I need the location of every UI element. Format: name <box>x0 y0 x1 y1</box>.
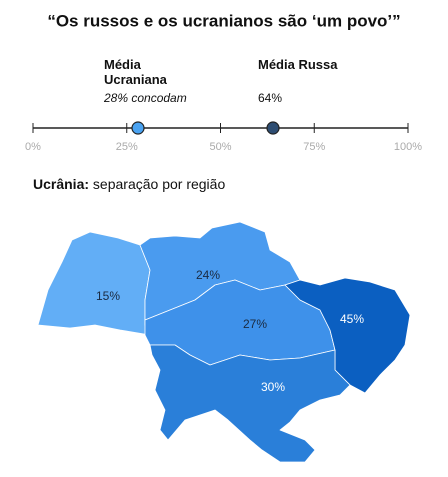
series-name: Média Ucraniana <box>104 57 167 87</box>
region <box>37 231 151 336</box>
map-title: Ucrânia: separação por região <box>33 176 225 192</box>
region-label: 15% <box>96 289 120 303</box>
map-title-text: separação por região <box>93 176 226 192</box>
value-label: 64% <box>258 91 283 105</box>
region <box>149 344 351 463</box>
value-label: 28% concodam <box>104 91 187 105</box>
x-tick-label: 0% <box>25 141 41 153</box>
region-label: 30% <box>261 380 285 394</box>
x-tick-label: 50% <box>209 141 231 153</box>
x-tick-label: 100% <box>394 141 422 153</box>
region-label: 27% <box>243 317 267 331</box>
region <box>284 277 411 394</box>
chart-title: “Os russos e os ucranianos são ‘um povo’… <box>47 11 400 30</box>
x-tick-label: 75% <box>303 141 325 153</box>
region-label: 45% <box>340 312 364 326</box>
dot <box>131 121 145 135</box>
dot <box>266 121 280 135</box>
map-title-bold: Ucrânia: <box>33 176 89 192</box>
x-tick-label: 25% <box>116 141 138 153</box>
series-name: Média Russa <box>258 57 338 72</box>
region-label: 24% <box>196 268 220 282</box>
